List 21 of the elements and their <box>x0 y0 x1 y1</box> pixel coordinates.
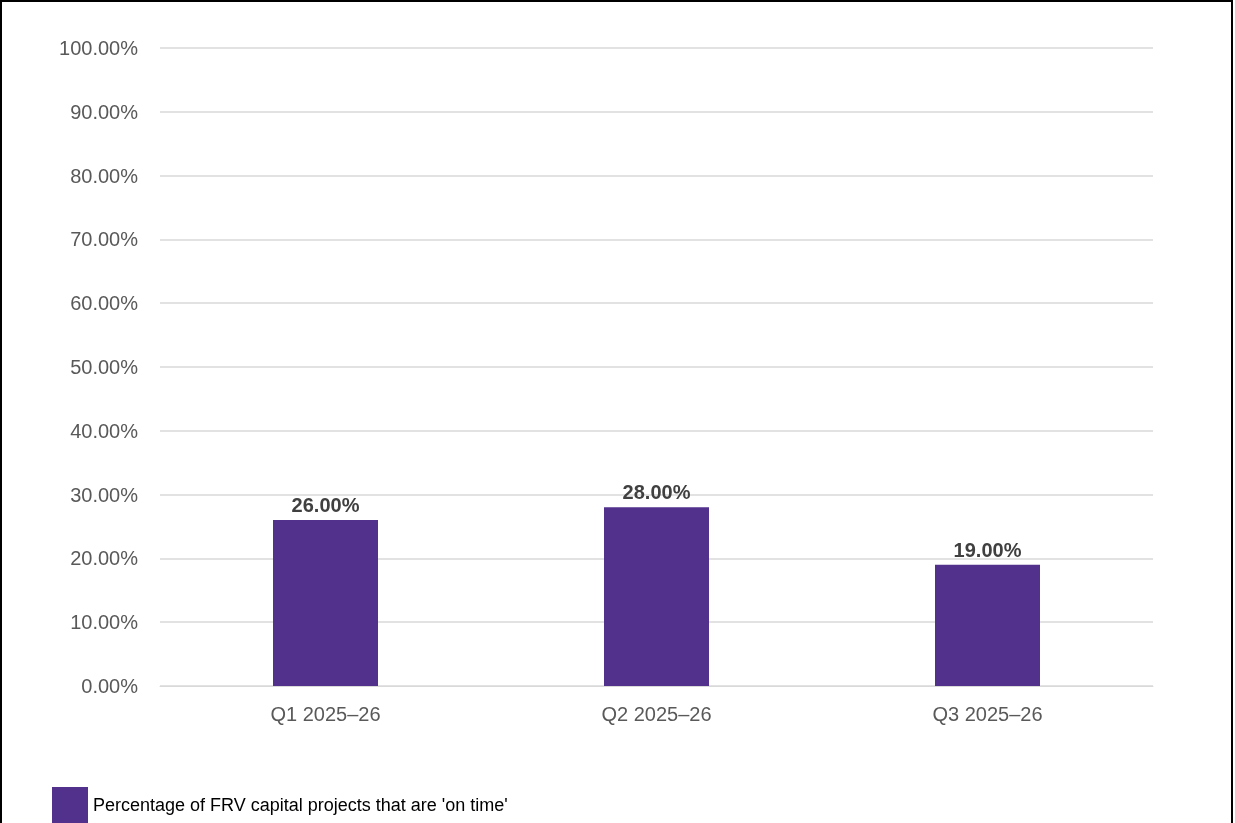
data-label: 28.00% <box>622 481 691 504</box>
x-tick-label: Q3 2025–26 <box>932 703 1043 725</box>
y-tick-label: 100.00% <box>59 37 139 59</box>
y-tick-label: 10.00% <box>70 611 139 634</box>
y-tick-label: 40.00% <box>70 419 139 442</box>
data-label: 19.00% <box>953 538 1022 561</box>
bar <box>604 507 709 686</box>
legend-label: Percentage of FRV capital projects that are 'on time' <box>93 795 508 815</box>
y-tick-label: 30.00% <box>70 483 139 506</box>
y-tick-label: 80.00% <box>70 164 139 187</box>
y-tick-label: 70.00% <box>70 228 139 251</box>
y-tick-label: 0.00% <box>81 675 139 697</box>
x-tick-label: Q1 2025–26 <box>270 703 381 725</box>
bar <box>273 520 378 686</box>
x-tick-label: Q2 2025–26 <box>601 703 712 725</box>
y-tick-label: 90.00% <box>70 100 139 123</box>
bar <box>935 564 1040 686</box>
y-tick-label: 60.00% <box>70 292 139 315</box>
data-label: 26.00% <box>291 494 360 517</box>
y-tick-label: 50.00% <box>70 356 139 378</box>
y-tick-label: 20.00% <box>70 547 139 570</box>
